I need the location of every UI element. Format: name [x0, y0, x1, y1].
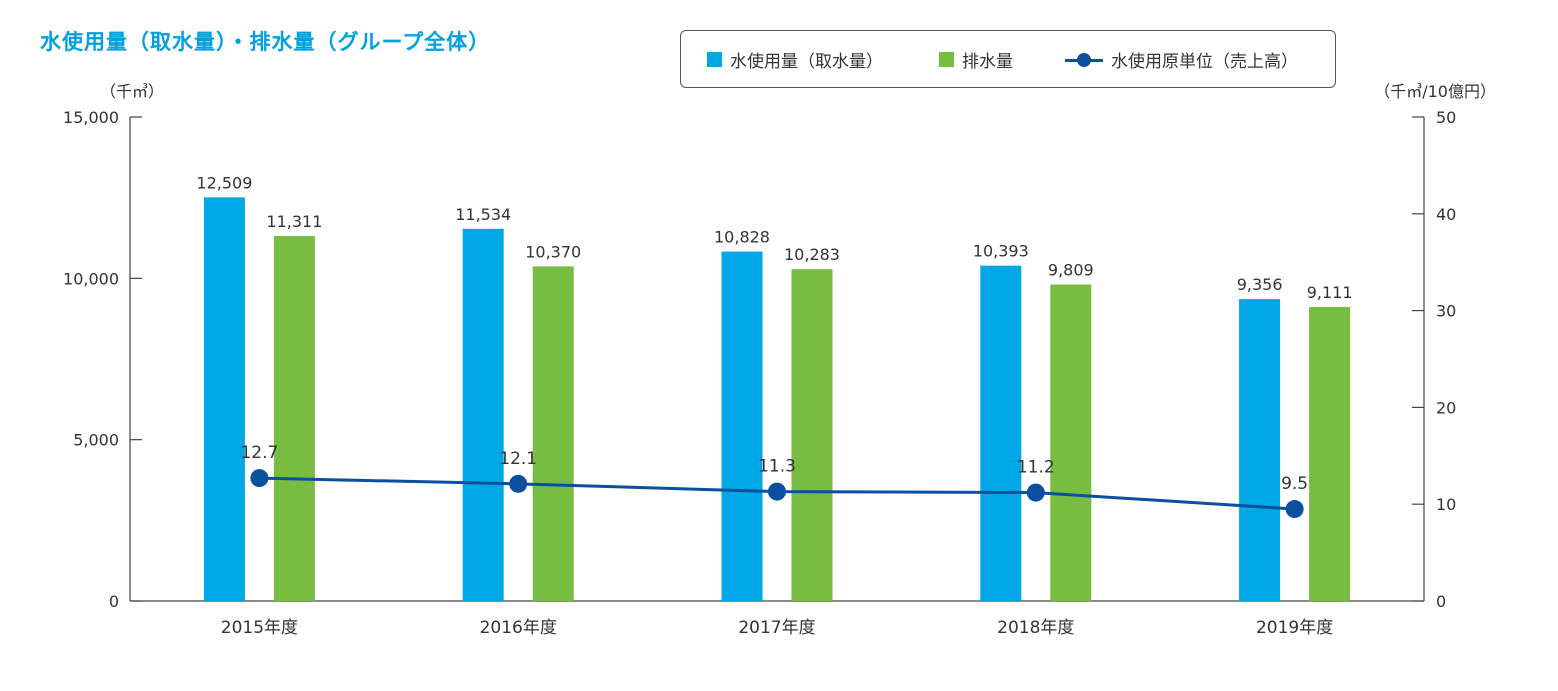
- bar-label-water-usage: 10,828: [714, 228, 770, 247]
- bar-wastewater: [791, 269, 833, 601]
- right-axis-tick-label: 40: [1436, 205, 1456, 224]
- intensity-point-label: 12.1: [499, 449, 537, 469]
- legend: 水使用量（取水量） 排水量 水使用原単位（売上高）: [680, 30, 1336, 88]
- left-axis-tick-label: 5,000: [73, 431, 119, 450]
- right-axis-unit-label: （千㎥/10億円）: [1374, 82, 1496, 101]
- bar-label-wastewater: 11,311: [266, 212, 322, 231]
- right-axis-tick-label: 50: [1436, 108, 1456, 127]
- intensity-point: [1285, 500, 1304, 519]
- left-axis-tick-label: 0: [109, 592, 119, 611]
- intensity-point-label: 11.3: [758, 457, 796, 477]
- x-axis-category-label: 2015年度: [221, 618, 298, 638]
- bar-label-wastewater: 9,809: [1048, 260, 1094, 279]
- legend-label-intensity: 水使用原単位（売上高）: [1111, 52, 1298, 72]
- intensity-point: [250, 469, 269, 488]
- right-axis-tick-label: 10: [1436, 495, 1456, 514]
- bar-wastewater: [273, 236, 315, 601]
- legend-swatch-wastewater: [939, 52, 954, 67]
- bar-water-usage: [980, 265, 1022, 601]
- bar-label-water-usage: 12,509: [196, 173, 252, 192]
- bar-water-usage: [1239, 299, 1281, 601]
- bar-wastewater: [1309, 307, 1351, 601]
- intensity-point-label: 11.2: [1017, 458, 1055, 478]
- intensity-point: [768, 482, 786, 501]
- legend-swatch-water-usage: [707, 52, 722, 67]
- x-axis-category-label: 2018年度: [997, 618, 1074, 638]
- right-axis-tick-label: 30: [1436, 302, 1456, 321]
- bar-label-water-usage: 9,356: [1237, 275, 1283, 294]
- right-axis-tick-label: 0: [1436, 592, 1446, 611]
- bar-wastewater: [532, 266, 574, 601]
- bar-label-wastewater: 9,111: [1307, 283, 1353, 302]
- bar-wastewater: [1050, 284, 1092, 601]
- bar-label-wastewater: 10,370: [525, 242, 581, 261]
- legend-label-water-usage: 水使用量（取水量）: [730, 52, 883, 72]
- left-axis-tick-label: 15,000: [63, 108, 119, 127]
- bar-label-wastewater: 10,283: [784, 245, 840, 264]
- legend-label-wastewater: 排水量: [962, 52, 1013, 72]
- x-axis-category-label: 2019年度: [1256, 618, 1333, 638]
- intensity-point: [1026, 483, 1045, 502]
- bar-water-usage: [462, 228, 504, 601]
- left-axis-unit-label: （千㎥）: [100, 82, 165, 101]
- legend-swatch-intensity: [1065, 52, 1103, 68]
- left-axis-tick-label: 10,000: [63, 269, 119, 288]
- x-axis-category-label: 2017年度: [738, 618, 815, 638]
- intensity-point: [509, 474, 528, 493]
- bar-water-usage: [721, 251, 763, 602]
- bar-label-water-usage: 10,393: [973, 242, 1029, 261]
- legend-item-wastewater: 排水量: [939, 47, 1013, 72]
- intensity-point-label: 9.5: [1281, 474, 1308, 494]
- legend-item-intensity: 水使用原単位（売上高）: [1065, 47, 1298, 72]
- legend-item-water-usage: 水使用量（取水量）: [707, 47, 883, 72]
- bar-label-water-usage: 11,534: [455, 205, 511, 224]
- bar-water-usage: [203, 197, 245, 601]
- intensity-point-label: 12.7: [240, 443, 278, 463]
- chart-title: 水使用量（取水量）・排水量（グループ全体）: [40, 30, 491, 54]
- right-axis-tick-label: 20: [1436, 398, 1456, 417]
- x-axis-category-label: 2016年度: [480, 618, 557, 638]
